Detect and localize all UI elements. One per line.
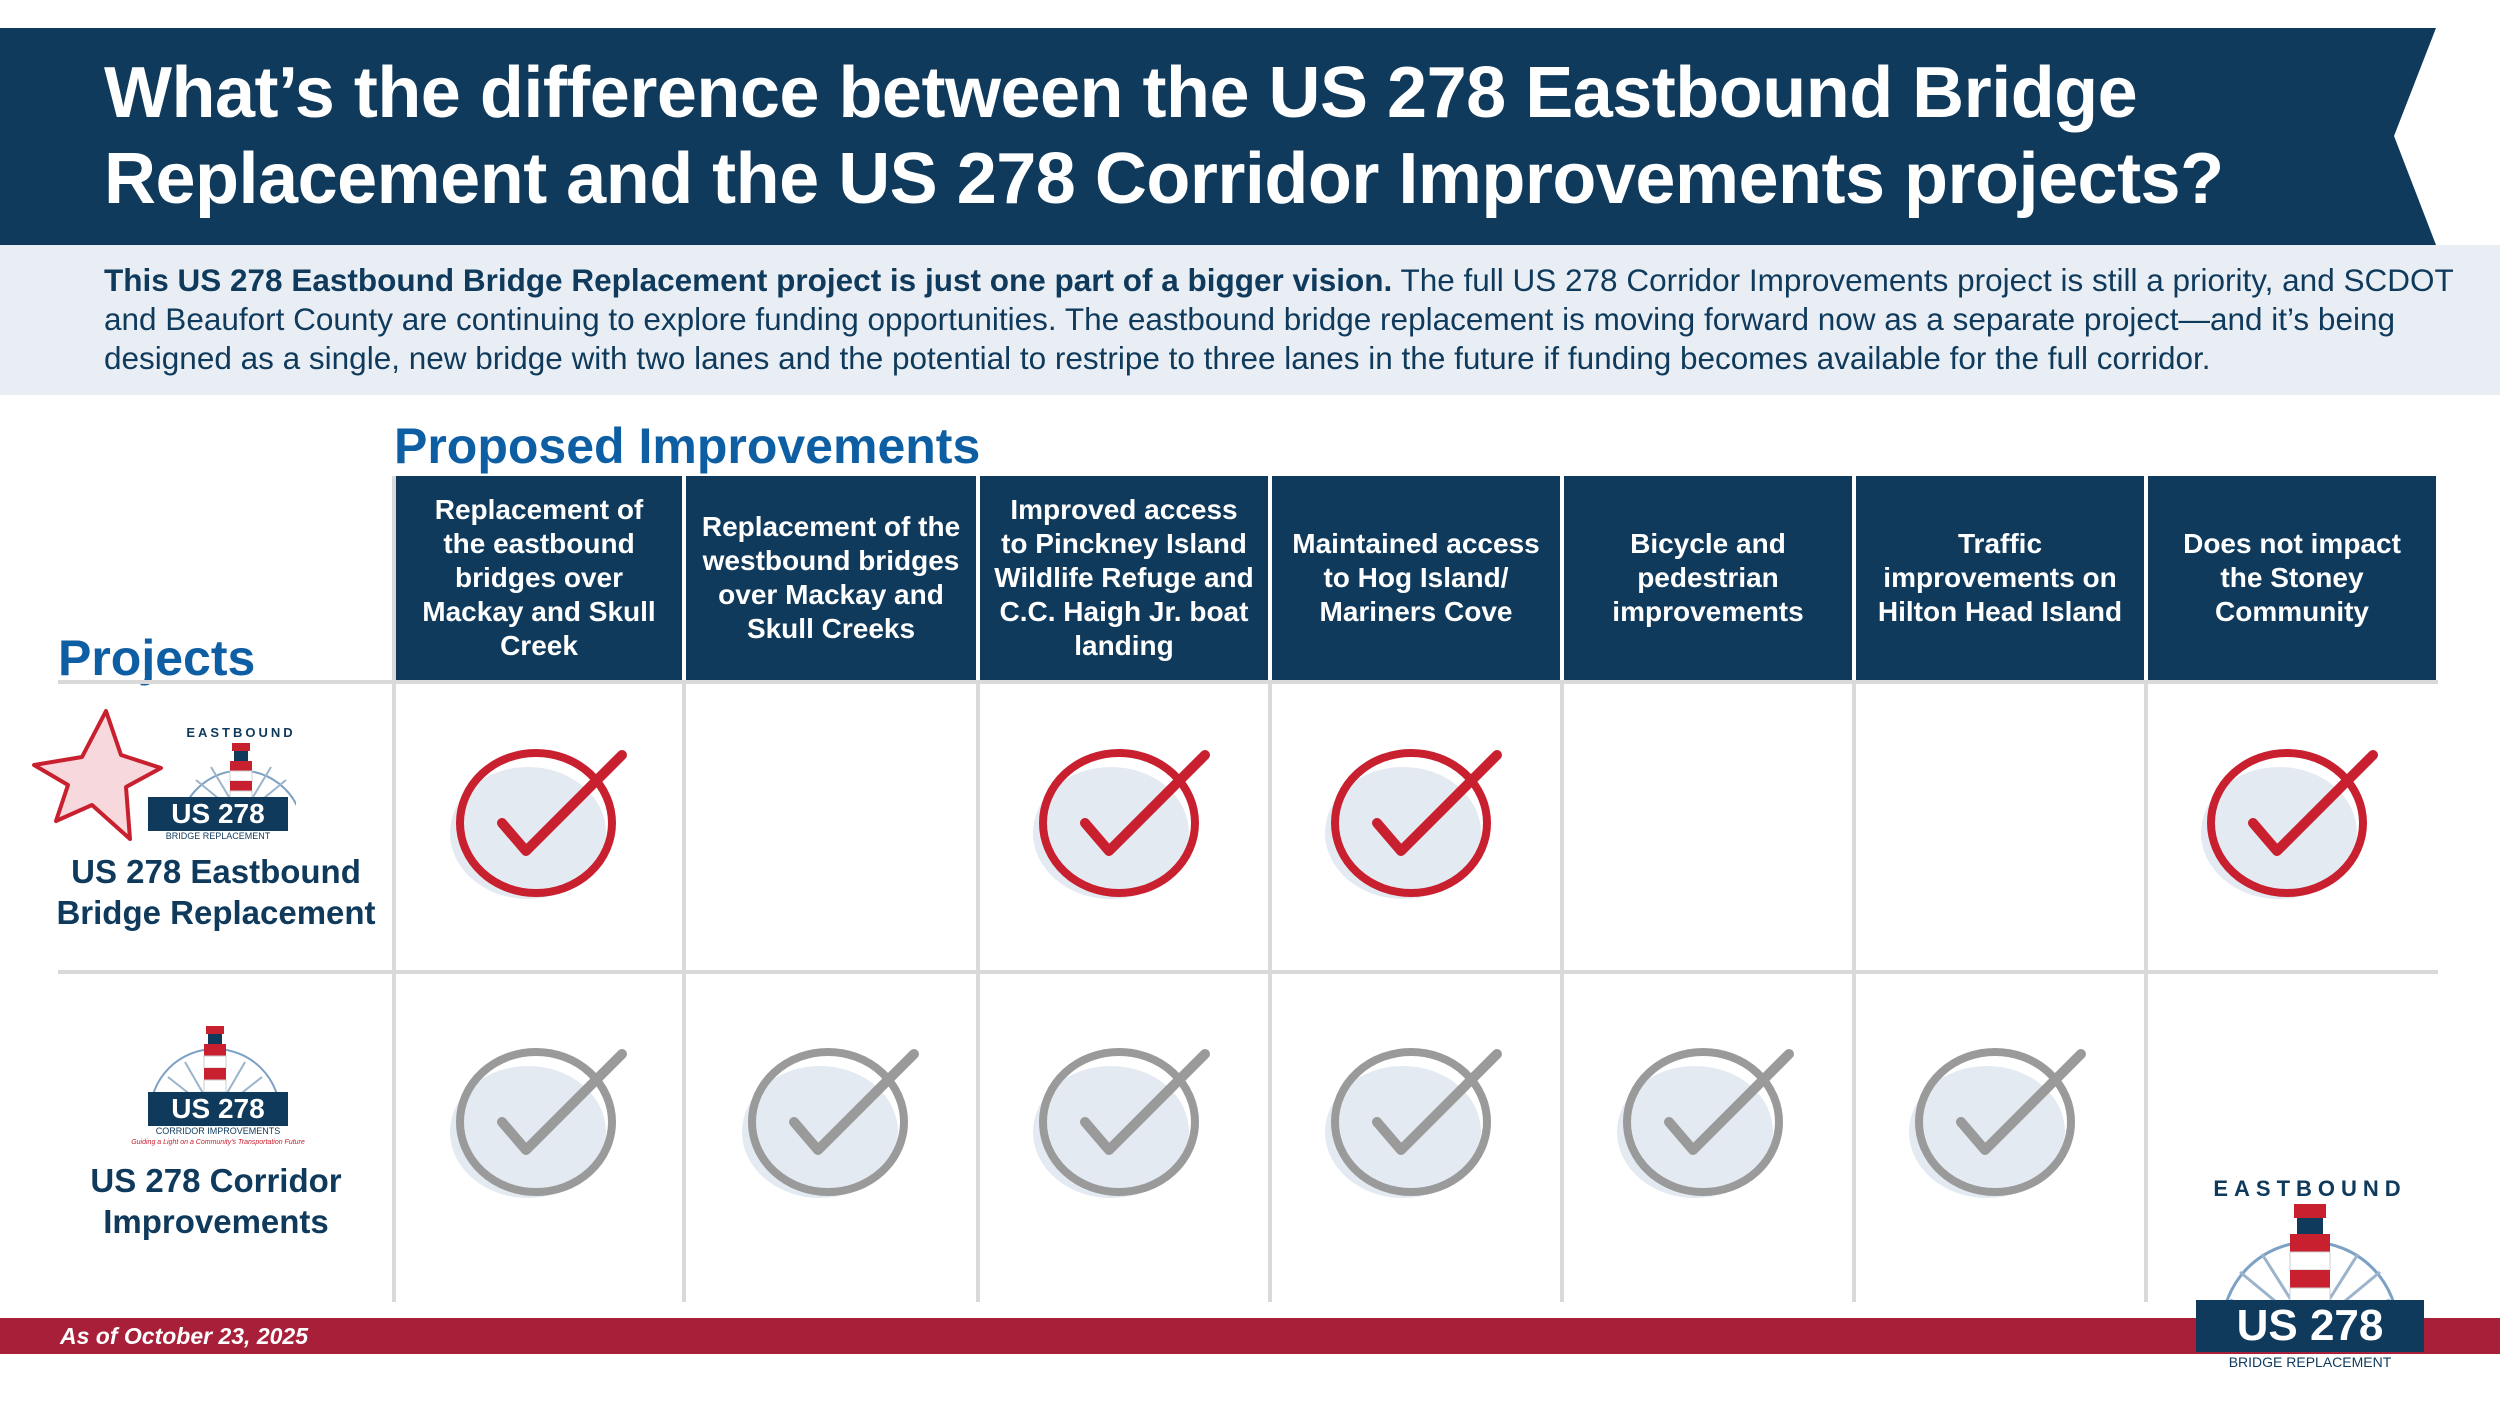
logo-big-route: US 278 [2196,1300,2424,1352]
footer-date: As of October 23, 2025 [60,1323,308,1349]
column-header: Improved access to Pinckney Island Wildl… [980,476,1268,680]
column-header: Traffic improvements on Hilton Head Isla… [1856,476,2144,680]
column-header: Bicycle and pedestrian improvements [1564,476,1852,680]
row-label-corridor: US 278 Corridor Improvements [90,1162,342,1240]
check-mark-icon [1325,1048,1502,1198]
check-mark-icon [1033,1048,1210,1198]
column-header-label: Bicycle and pedestrian improvements [1612,528,1804,627]
logo-big-sub: BRIDGE REPLACEMENT [2228,1354,2392,1370]
column-divider [976,680,980,1302]
page-title: What’s the difference between the US 278… [104,53,2224,219]
column-header: Replacement of the eastbound bridges ove… [396,476,682,680]
column-divider [1268,680,1272,1302]
projects-heading: Projects [58,630,256,686]
proposed-improvements-heading: Proposed Improvements [394,418,981,474]
intro-background [0,245,2500,395]
eastbound-logo: EASTBOUND [32,709,296,841]
logo-corridor-tagline: Guiding a Light on a Community's Transpo… [131,1139,305,1146]
check-mark-icon [1909,1048,2086,1198]
check-mark-icon [1617,1048,1794,1198]
intro-body: The full US 278 Corridor Improvements pr… [104,262,2454,376]
column-header: Maintained access to Hog Island/ Mariner… [1272,476,1560,680]
column-divider [1852,680,1856,1302]
check-mark-icon [450,749,627,899]
row-divider [58,970,2438,974]
footer-bar [0,1318,2500,1354]
logo-eastbound-text: EASTBOUND [186,725,295,740]
column-header-label: Maintained access to Hog Island/ Mariner… [1292,528,1540,627]
column-divider [2144,680,2148,1302]
row-divider [58,680,2438,684]
column-divider [682,680,686,1302]
column-header-label: Improved access to Pinckney Island Wildl… [994,494,1254,661]
column-header-label: Does not impact the Stoney Community [2183,528,2401,627]
check-mark-icon [2201,749,2378,899]
check-mark-icon [742,1048,919,1198]
intro-lead: This US 278 Eastbound Bridge Replacement… [104,262,1393,298]
column-divider [392,476,396,1302]
check-mark-icon [1033,749,1210,899]
logo-corridor-sub: CORRIDOR IMPROVEMENTS [155,1126,281,1136]
column-header-label: Traffic improvements on Hilton Head Isla… [1877,528,2123,627]
logo-route-badge: US 278 [148,797,288,831]
logo-big-eastbound: EASTBOUND [2213,1176,2406,1201]
column-header: Replacement of the westbound bridges ove… [686,476,976,680]
logo-bridge-sub: BRIDGE REPLACEMENT [165,831,271,841]
column-header-label: Replacement of the westbound bridges ove… [701,511,961,644]
check-mark-icon [1325,749,1502,899]
column-divider [1560,680,1564,1302]
header-banner [0,28,2436,245]
column-header: Does not impact the Stoney Community [2148,476,2436,680]
column-header-label: Replacement of the eastbound bridges ove… [422,494,656,661]
intro-paragraph: This US 278 Eastbound Bridge Replacement… [104,261,2454,378]
star-icon [32,709,163,841]
row-label-eastbound: US 278 Eastbound Bridge Replacement [56,853,376,931]
logo-route-badge-corridor: US 278 [148,1092,288,1126]
check-mark-icon [450,1048,627,1198]
